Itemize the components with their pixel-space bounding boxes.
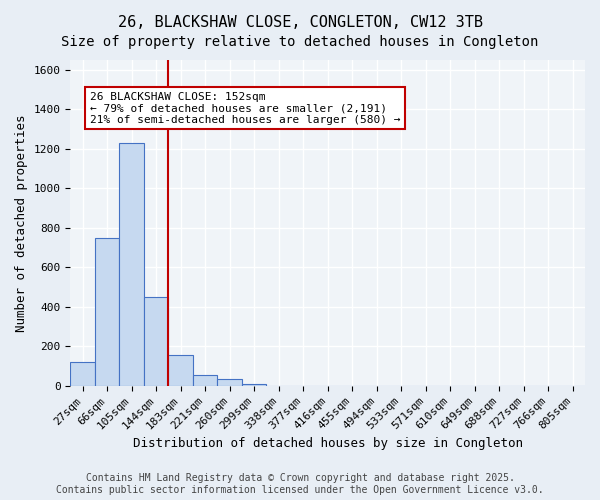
Text: 26 BLACKSHAW CLOSE: 152sqm
← 79% of detached houses are smaller (2,191)
21% of s: 26 BLACKSHAW CLOSE: 152sqm ← 79% of deta…	[90, 92, 400, 125]
Bar	[70, 362, 95, 386]
Bar	[193, 375, 217, 386]
Bar	[242, 384, 266, 386]
Text: Size of property relative to detached houses in Congleton: Size of property relative to detached ho…	[61, 35, 539, 49]
Bar	[95, 238, 119, 386]
Text: Contains HM Land Registry data © Crown copyright and database right 2025.
Contai: Contains HM Land Registry data © Crown c…	[56, 474, 544, 495]
X-axis label: Distribution of detached houses by size in Congleton: Distribution of detached houses by size …	[133, 437, 523, 450]
Bar	[119, 143, 144, 386]
Y-axis label: Number of detached properties: Number of detached properties	[15, 114, 28, 332]
Bar	[144, 297, 169, 386]
Text: 26, BLACKSHAW CLOSE, CONGLETON, CW12 3TB: 26, BLACKSHAW CLOSE, CONGLETON, CW12 3TB	[118, 15, 482, 30]
Bar	[217, 380, 242, 386]
Bar	[169, 356, 193, 386]
